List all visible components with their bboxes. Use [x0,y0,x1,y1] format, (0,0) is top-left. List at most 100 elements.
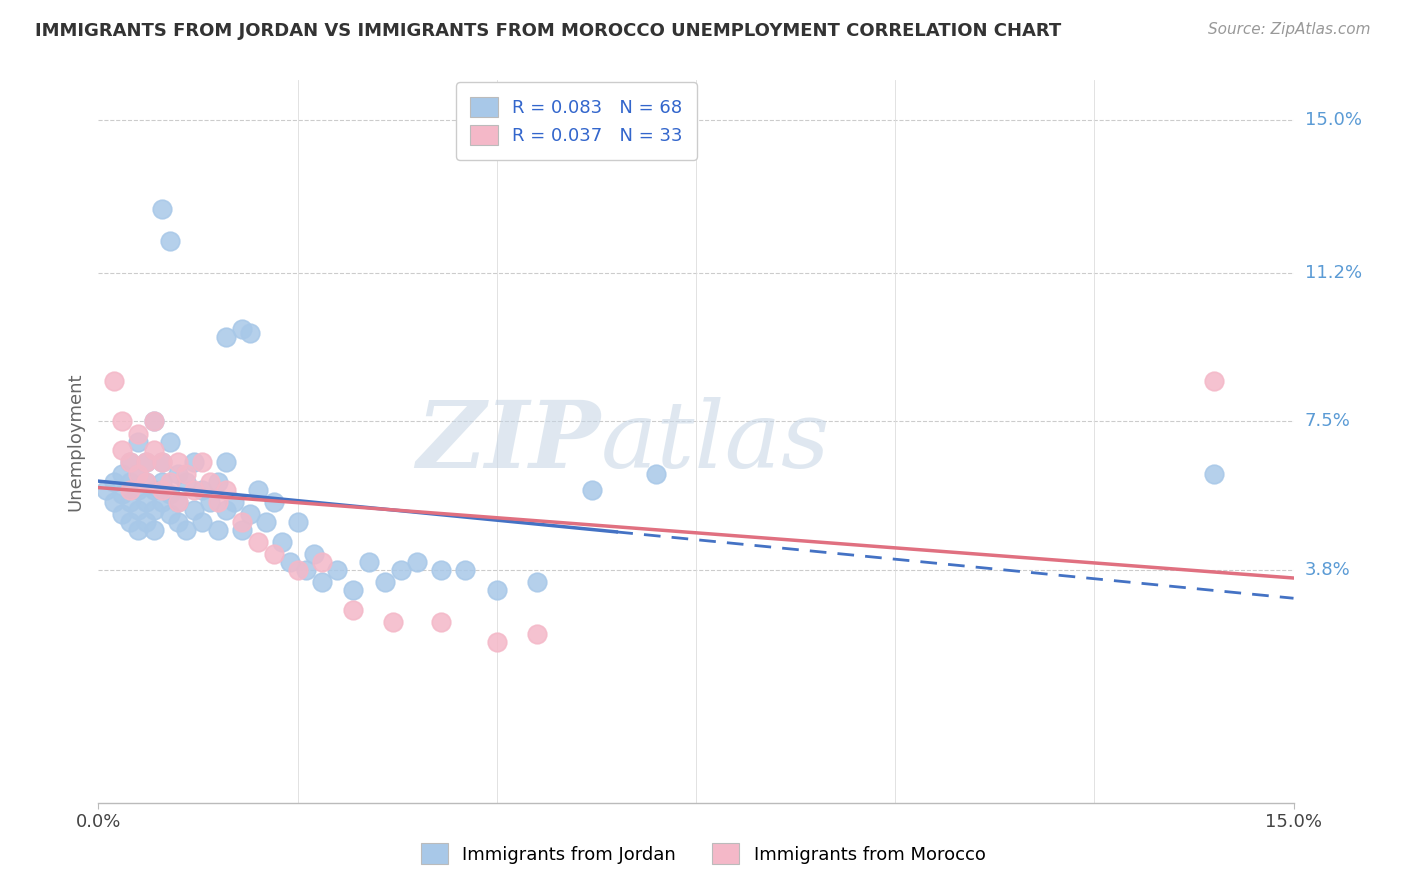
Point [342,583,364,598]
Point [207,494,229,508]
Point [143,523,166,537]
Point [342,603,364,617]
Point [143,442,166,457]
Text: atlas: atlas [600,397,830,486]
Point [103,494,125,508]
Point [239,326,262,341]
Point [159,487,181,501]
Point [215,483,238,497]
Point [103,375,125,389]
Text: 15.0%: 15.0% [1305,112,1361,129]
Point [311,555,333,569]
Point [311,574,333,589]
Point [120,455,142,469]
Point [287,563,309,577]
Point [150,483,173,497]
Point [167,455,190,469]
Point [231,523,253,537]
Point [143,483,166,497]
Point [111,467,134,481]
Point [198,494,221,508]
Point [191,483,214,497]
Point [198,475,221,489]
Point [135,515,157,529]
Point [485,635,508,649]
Point [159,507,181,521]
Point [120,515,142,529]
Point [120,455,142,469]
Point [374,574,396,589]
Point [222,494,245,508]
Point [454,563,477,577]
Point [120,494,142,508]
Point [526,574,548,589]
Point [263,494,285,508]
Point [103,475,125,489]
Text: IMMIGRANTS FROM JORDAN VS IMMIGRANTS FROM MOROCCO UNEMPLOYMENT CORRELATION CHART: IMMIGRANTS FROM JORDAN VS IMMIGRANTS FRO… [35,22,1062,40]
Point [135,475,157,489]
Point [406,555,429,569]
Point [207,475,229,489]
Point [150,494,173,508]
Point [167,515,190,529]
Point [191,515,214,529]
Point [294,563,316,577]
Point [143,503,166,517]
Point [135,475,157,489]
Point [246,534,269,549]
Point [239,507,262,521]
Point [287,515,309,529]
Point [150,202,173,216]
Point [1202,467,1225,481]
Point [143,414,166,429]
Point [382,615,405,630]
Point [231,322,253,336]
Legend: R = 0.083   N = 68, R = 0.037   N = 33: R = 0.083 N = 68, R = 0.037 N = 33 [456,82,697,160]
Point [135,455,157,469]
Point [150,475,173,489]
Point [191,455,214,469]
Point [246,483,269,497]
Point [167,494,190,508]
Point [127,523,149,537]
Point [127,434,149,449]
Text: 3.8%: 3.8% [1305,561,1350,579]
Point [159,434,181,449]
Point [183,483,205,497]
Point [215,503,238,517]
Point [174,467,197,481]
Text: 7.5%: 7.5% [1305,412,1351,431]
Point [183,455,205,469]
Point [96,483,118,497]
Point [127,503,149,517]
Point [159,234,181,248]
Point [430,615,453,630]
Point [270,534,292,549]
Text: ZIP: ZIP [416,397,600,486]
Point [111,414,134,429]
Point [127,467,149,481]
Point [215,330,238,344]
Point [120,475,142,489]
Point [645,467,668,481]
Point [215,455,238,469]
Point [278,555,301,569]
Point [526,627,548,641]
Point [127,483,149,497]
Point [127,426,149,441]
Point [359,555,381,569]
Legend: Immigrants from Jordan, Immigrants from Morocco: Immigrants from Jordan, Immigrants from … [406,829,1000,879]
Point [430,563,453,577]
Point [111,442,134,457]
Point [111,487,134,501]
Point [127,467,149,481]
Point [150,455,173,469]
Point [135,455,157,469]
Y-axis label: Unemployment: Unemployment [66,372,84,511]
Text: 11.2%: 11.2% [1305,264,1362,282]
Point [174,475,197,489]
Point [167,494,190,508]
Point [143,414,166,429]
Point [183,503,205,517]
Point [150,455,173,469]
